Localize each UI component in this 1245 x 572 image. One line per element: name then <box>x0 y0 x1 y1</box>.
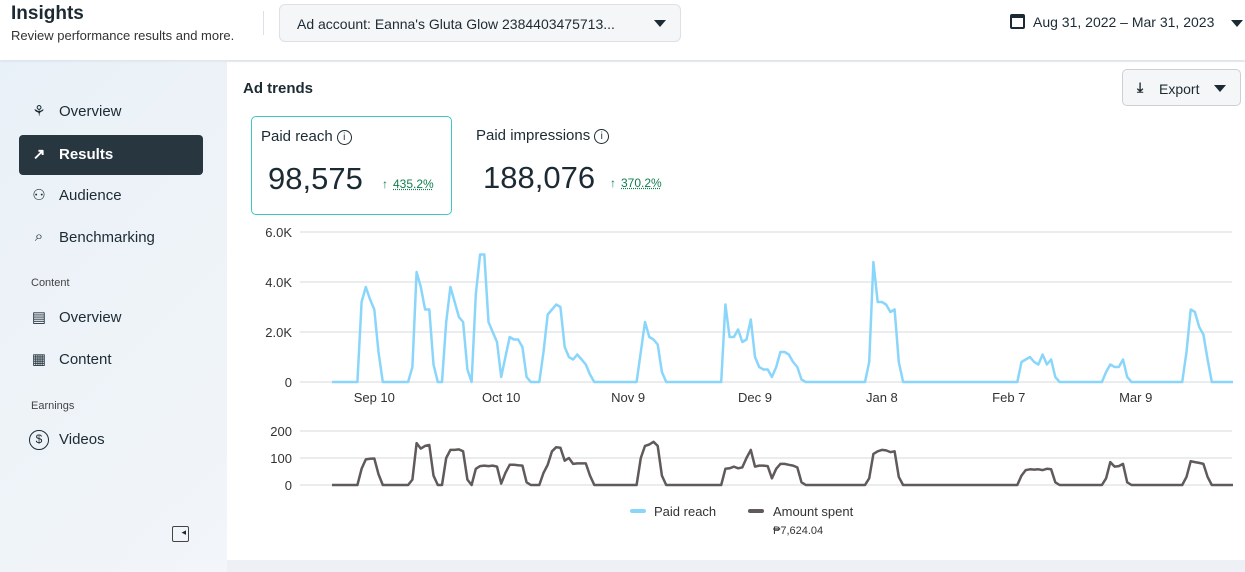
header: Insights Review performance results and … <box>0 0 1245 60</box>
metric-label: Paid reach <box>261 128 333 145</box>
metric-change: ↑ 435.2% <box>382 177 434 191</box>
date-range-picker[interactable]: Aug 31, 2022 – Mar 31, 2023 <box>1010 14 1243 30</box>
x-tick-label: Mar 9 <box>1119 390 1152 405</box>
sidebar-item-videos[interactable]: $ Videos <box>19 420 203 460</box>
metric-value: 98,575 <box>268 161 363 196</box>
sidebar-item-content[interactable]: ▦ Content <box>19 340 203 380</box>
y-tick-label: 0 <box>285 478 292 493</box>
table-icon: ▦ <box>31 351 47 368</box>
arrow-up-icon: ↑ <box>610 176 616 190</box>
sidebar-item-audience[interactable]: ⚇ Audience <box>19 176 203 216</box>
x-tick-label: Nov 9 <box>611 390 645 405</box>
nav-label: Results <box>59 146 114 163</box>
calendar-icon <box>1010 14 1025 29</box>
metric-card-paid-impressions[interactable]: Paid impressions i 188,076 ↑ 370.2% <box>467 116 687 215</box>
download-icon: ⤓ <box>1137 79 1144 95</box>
sidebar-item-content-overview[interactable]: ▤ Overview <box>19 298 203 338</box>
chevron-down-icon <box>1231 20 1243 27</box>
section-title: Ad trends <box>243 80 314 97</box>
nav-label: Audience <box>59 187 122 204</box>
y-tick-label: 2.0K <box>265 325 292 340</box>
reach-chart: 0 2.0K 4.0K 6.0K Sep 10 Oct 10 Nov 9 Dec 9 Jan 8… <box>265 225 1233 405</box>
spend-chart: 0 100 200 <box>270 424 1233 493</box>
metric-change-value: 435.2% <box>393 177 434 191</box>
ad-trends-panel: Ad trends ⤓ Export Paid reach i 98,575 ↑ 4… <box>227 62 1245 560</box>
network-icon: ⚘ <box>32 103 46 120</box>
metric-label: Paid impressions <box>476 127 591 144</box>
trend-icon: ↗ <box>32 146 46 163</box>
chevron-down-icon <box>1214 85 1226 92</box>
legend-total-spent: ₱7,624.04 <box>773 525 823 537</box>
arrow-up-icon: ↑ <box>382 177 388 191</box>
nav-label: Videos <box>59 431 105 448</box>
nav-label: Overview <box>59 103 122 120</box>
page-title: Insights <box>11 3 84 24</box>
nav-label: Overview <box>59 309 122 326</box>
section-label-content: Content <box>31 277 70 289</box>
series-line-amount-spent <box>332 440 1233 487</box>
date-range-label: Aug 31, 2022 – Mar 31, 2023 <box>1033 14 1215 30</box>
y-tick-label: 200 <box>270 424 292 439</box>
chevron-down-icon <box>654 20 666 27</box>
info-icon[interactable]: i <box>336 130 352 145</box>
legend: Paid reach Amount spent ₱7,624.04 <box>630 504 854 537</box>
divider <box>263 11 264 35</box>
dollar-icon: $ <box>29 430 49 450</box>
metric-value: 188,076 <box>483 160 596 195</box>
people-icon: ⚇ <box>32 187 46 204</box>
x-tick-label: Jan 8 <box>866 390 898 405</box>
legend-swatch-reach <box>630 509 646 513</box>
x-tick-label: Dec 9 <box>738 390 772 405</box>
y-tick-label: 100 <box>270 451 292 466</box>
y-tick-label: 0 <box>285 375 292 390</box>
nav-label: Benchmarking <box>59 229 155 246</box>
sidebar-item-benchmarking[interactable]: ⌕ Benchmarking <box>19 218 203 258</box>
sidebar-item-results[interactable]: ↗ Results <box>19 135 203 175</box>
ad-account-selector[interactable]: Ad account: Eanna's Gluta Glow 238440347… <box>279 4 681 42</box>
metric-change-value: 370.2% <box>621 176 662 190</box>
series-line-paid-reach <box>332 253 1233 384</box>
metric-change: ↑ 370.2% <box>610 176 662 190</box>
collapse-sidebar-icon[interactable]: ◂ <box>172 526 189 542</box>
export-button[interactable]: ⤓ Export <box>1122 69 1241 106</box>
page-subtitle: Review performance results and more. <box>11 28 235 43</box>
legend-label-spent: Amount spent <box>773 504 854 519</box>
search-list-icon: ⌕ <box>34 228 44 245</box>
x-tick-label: Oct 10 <box>482 390 520 405</box>
nav-label: Content <box>59 351 112 368</box>
info-icon[interactable]: i <box>594 129 610 144</box>
y-tick-label: 4.0K <box>265 275 292 290</box>
sidebar-item-overview[interactable]: ⚘ Overview <box>19 92 203 132</box>
metric-card-paid-reach[interactable]: Paid reach i 98,575 ↑ 435.2% <box>251 116 452 215</box>
x-tick-label: Feb 7 <box>992 390 1025 405</box>
news-icon: ▤ <box>31 309 47 326</box>
ad-account-label: Ad account: Eanna's Gluta Glow 238440347… <box>297 16 615 32</box>
legend-label-reach: Paid reach <box>654 504 716 519</box>
export-label: Export <box>1159 81 1200 97</box>
y-tick-label: 6.0K <box>265 225 292 240</box>
legend-swatch-spent <box>748 509 764 513</box>
section-label-earnings: Earnings <box>31 400 75 412</box>
sidebar: ⚘ Overview ↗ Results ⚇ Audience ⌕ Benchmarki… <box>0 60 227 572</box>
x-tick-label: Sep 10 <box>354 390 395 405</box>
